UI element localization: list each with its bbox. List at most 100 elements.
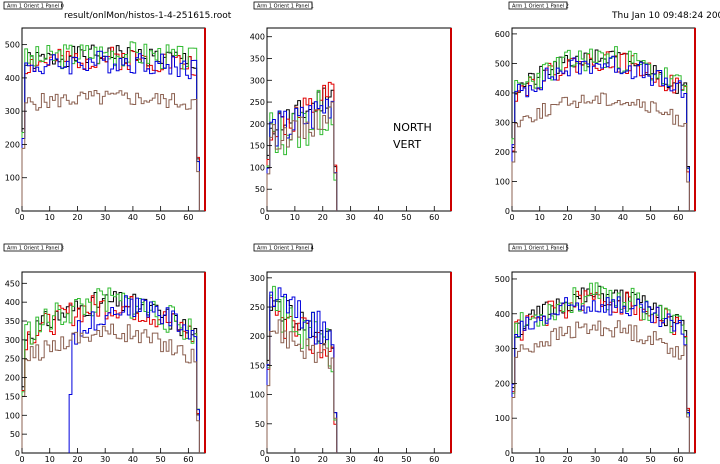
histogram-pad-1: Arm 1 Orient 1 Panel 1 0 10 20 30 40 50 60 0 50 10… — [250, 1, 452, 222]
x-tick-label: 50 — [401, 455, 411, 464]
x-tick-label: 20 — [318, 455, 328, 464]
y-tick-label: 0 — [260, 449, 265, 458]
y-tick-label: 0 — [15, 449, 20, 458]
histogram-pad-4: Arm 1 Orient 1 Panel 4 0 10 20 30 40 50 60 0 50 10… — [250, 243, 452, 464]
y-tick-label: 400 — [250, 33, 265, 42]
series-red — [511, 51, 690, 211]
pad-title: Arm 1 Orient 1 Panel 4 — [257, 246, 314, 252]
y-tick-label: 200 — [5, 140, 20, 149]
y-tick-label: 100 — [495, 414, 510, 423]
x-tick-label: 50 — [156, 213, 166, 222]
y-tick-label: 350 — [5, 317, 20, 326]
x-tick-label: 20 — [562, 455, 572, 464]
y-tick-label: 150 — [5, 392, 20, 401]
histogram-pads: Arm 1 Orient 1 Panel 00 10 20 30 40 50 6001002… — [3, 1, 696, 464]
x-tick-label: 30 — [100, 455, 110, 464]
y-tick-label: 50 — [10, 430, 20, 439]
series-green — [511, 46, 690, 211]
panel-label-vert: VERT — [393, 138, 421, 151]
y-tick-label: 50 — [255, 420, 265, 429]
pad-title: Arm 1 Orient 1 Panel 0 — [7, 4, 64, 10]
y-tick-label: 200 — [495, 379, 510, 388]
file-path-label: result/onlMon/histos-1-4-251615.root — [64, 11, 232, 21]
series-red — [511, 290, 690, 453]
pad-title-box — [3, 1, 63, 10]
pad-title-box — [253, 243, 313, 252]
panel-label-north: NORTH — [393, 121, 432, 134]
pad-title-box — [3, 243, 63, 252]
y-tick-label: 100 — [250, 391, 265, 400]
y-tick-label: 200 — [495, 148, 510, 157]
x-tick-label: 10 — [535, 455, 545, 464]
series-green — [21, 41, 200, 211]
y-tick-label: 250 — [250, 303, 265, 312]
y-tick-label: 0 — [260, 207, 265, 216]
x-tick-label: 30 — [346, 213, 356, 222]
y-tick-label: 300 — [5, 107, 20, 116]
x-tick-label: 10 — [290, 455, 300, 464]
y-tick-label: 150 — [250, 142, 265, 151]
x-tick-label: 40 — [373, 213, 383, 222]
y-tick-label: 400 — [5, 74, 20, 83]
pad-title: Arm 1 Orient 1 Panel 1 — [257, 4, 314, 10]
y-tick-label: 0 — [505, 449, 510, 458]
series-blue — [511, 296, 690, 453]
series-green — [21, 287, 200, 453]
x-tick-label: 0 — [509, 213, 514, 222]
histogram-pad-5: Arm 1 Orient 1 Panel 5 0 10 20 30 40 50 60 0 100 2… — [495, 243, 696, 464]
x-tick-label: 0 — [264, 213, 269, 222]
y-tick-label: 450 — [5, 279, 20, 288]
y-tick-label: 100 — [5, 411, 20, 420]
series-red — [21, 295, 200, 453]
y-tick-label: 300 — [250, 76, 265, 85]
y-tick-label: 50 — [255, 185, 265, 194]
pad-title-box — [253, 1, 313, 10]
y-tick-label: 100 — [5, 174, 20, 183]
y-tick-label: 0 — [15, 207, 20, 216]
y-tick-label: 200 — [5, 374, 20, 383]
series-brown — [21, 89, 200, 211]
series-blue — [68, 295, 200, 453]
x-tick-label: 10 — [45, 213, 55, 222]
y-tick-label: 600 — [495, 30, 510, 39]
y-tick-label: 500 — [495, 59, 510, 68]
x-tick-label: 50 — [401, 213, 411, 222]
x-tick-label: 20 — [318, 213, 328, 222]
y-tick-label: 100 — [495, 177, 510, 186]
y-tick-label: 400 — [495, 310, 510, 319]
x-tick-label: 40 — [128, 213, 138, 222]
pad-title: Arm 1 Orient 1 Panel 2 — [512, 4, 569, 10]
y-tick-label: 300 — [250, 274, 265, 283]
x-tick-label: 10 — [535, 213, 545, 222]
histogram-pad-3: Arm 1 Orient 1 Panel 3 0 10 20 30 40 50 60 0 50 10… — [3, 243, 206, 464]
histogram-pad-0: Arm 1 Orient 1 Panel 0 0 10 20 30 40 50 60 0 100 2… — [3, 1, 206, 222]
x-tick-label: 60 — [429, 455, 439, 464]
y-tick-label: 300 — [5, 336, 20, 345]
x-tick-label: 30 — [590, 455, 600, 464]
pad-title-box — [508, 1, 568, 10]
x-tick-label: 20 — [72, 213, 82, 222]
y-tick-label: 200 — [250, 332, 265, 341]
series-blue — [511, 55, 690, 211]
series-brown — [21, 323, 200, 453]
series-brown — [511, 92, 690, 211]
y-tick-label: 300 — [495, 118, 510, 127]
x-tick-label: 10 — [45, 455, 55, 464]
series-blue — [266, 287, 338, 453]
pad-title-box — [508, 243, 568, 252]
x-tick-label: 0 — [509, 455, 514, 464]
y-tick-label: 100 — [250, 163, 265, 172]
x-tick-label: 50 — [646, 455, 656, 464]
y-tick-label: 350 — [250, 55, 265, 64]
x-tick-label: 0 — [19, 455, 24, 464]
x-tick-label: 60 — [183, 455, 193, 464]
y-tick-label: 300 — [495, 345, 510, 354]
y-tick-label: 150 — [250, 361, 265, 370]
pad-title: Arm 1 Orient 1 Panel 5 — [512, 246, 569, 252]
x-tick-label: 60 — [673, 213, 683, 222]
x-tick-label: 60 — [429, 213, 439, 222]
x-tick-label: 40 — [373, 455, 383, 464]
series-blue — [21, 50, 200, 211]
pad-title: Arm 1 Orient 1 Panel 3 — [7, 246, 64, 252]
